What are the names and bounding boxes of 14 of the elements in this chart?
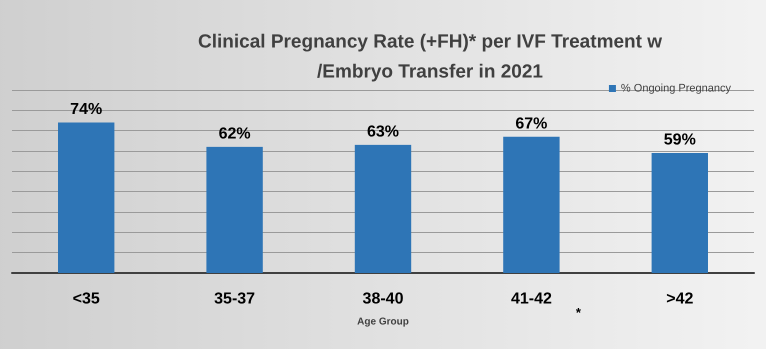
- chart-title: Clinical Pregnancy Rate (+FH)* per IVF Treatment w/Embryo Transfer in 2021: [198, 32, 662, 82]
- data-label: 62%: [218, 125, 251, 142]
- text: *: [576, 305, 582, 320]
- x-tick-label: 38-40: [362, 290, 404, 308]
- data-label: 59%: [664, 132, 696, 149]
- x-tick-label: 35-37: [214, 290, 256, 308]
- x-tick-label: <35: [72, 290, 100, 308]
- data-label: 74%: [70, 101, 102, 118]
- x-tick-label: 41-42: [510, 290, 552, 308]
- x-tick-label: >42: [666, 290, 694, 308]
- legend-label: % Ongoing Pregnancy: [620, 82, 732, 94]
- data-label: 67%: [515, 115, 548, 132]
- x-axis-title: Age Group: [357, 316, 409, 328]
- data-label: 63%: [366, 123, 400, 140]
